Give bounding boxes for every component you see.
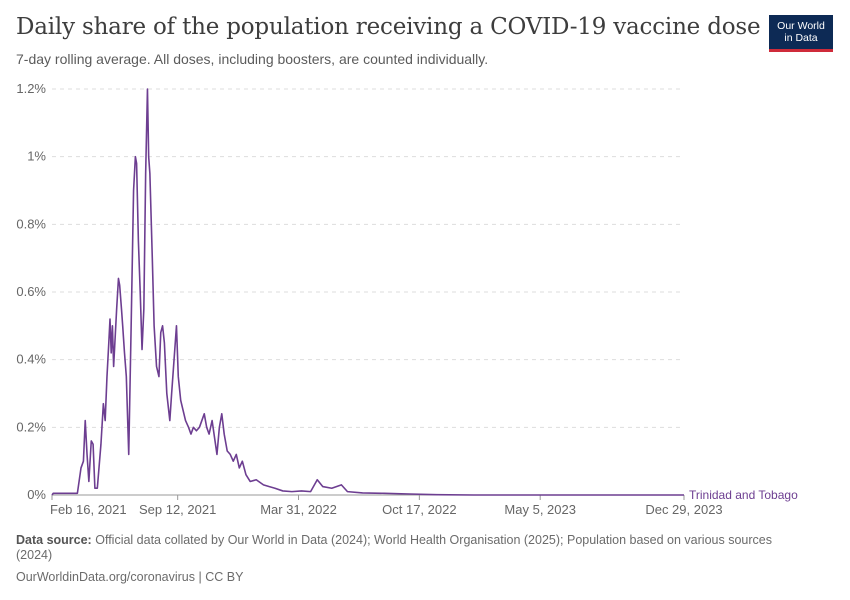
data-source-text: Official data collated by Our World in D… xyxy=(16,533,772,562)
data-source-note: Data source: Official data collated by O… xyxy=(16,533,796,563)
x-tick-label: Oct 17, 2022 xyxy=(382,502,456,517)
logo-line-1: Our World xyxy=(777,20,825,32)
chart-title: Daily share of the population receiving … xyxy=(16,14,761,40)
y-tick-label: 0.4% xyxy=(16,352,46,367)
y-tick-label: 0.8% xyxy=(16,216,46,231)
x-tick-label: May 5, 2023 xyxy=(504,502,576,517)
y-tick-label: 0.2% xyxy=(16,419,46,434)
y-axis: 0% 0.2% 0.4% 0.6% 0.8% 1% 1.2% xyxy=(16,81,46,502)
chart-subtitle: 7-day rolling average. All doses, includ… xyxy=(16,51,489,67)
x-tick-label: Mar 31, 2022 xyxy=(260,502,337,517)
series-lines: Trinidad and Tobago xyxy=(51,88,798,502)
series-line[interactable] xyxy=(51,88,684,496)
data-source-label: Data source: xyxy=(16,533,92,547)
y-tick-label: 0.6% xyxy=(16,284,46,299)
y-tick-label: 1.2% xyxy=(16,81,46,96)
x-tick-label: Sep 12, 2021 xyxy=(139,502,216,517)
y-tick-label: 1% xyxy=(27,149,46,164)
x-axis: Feb 16, 2021 Sep 12, 2021 Mar 31, 2022 Oct … xyxy=(50,494,723,517)
x-tick-label: Dec 29, 2023 xyxy=(645,502,722,517)
series-label[interactable]: Trinidad and Tobago xyxy=(689,488,798,502)
source-url[interactable]: OurWorldinData.org/coronavirus | CC BY xyxy=(16,570,244,584)
logo-line-2: in Data xyxy=(784,32,818,44)
x-tick-label: Feb 16, 2021 xyxy=(50,502,127,517)
gridlines xyxy=(52,88,684,428)
owid-logo[interactable]: Our World in Data xyxy=(769,15,833,52)
y-tick-label: 0% xyxy=(27,487,46,502)
